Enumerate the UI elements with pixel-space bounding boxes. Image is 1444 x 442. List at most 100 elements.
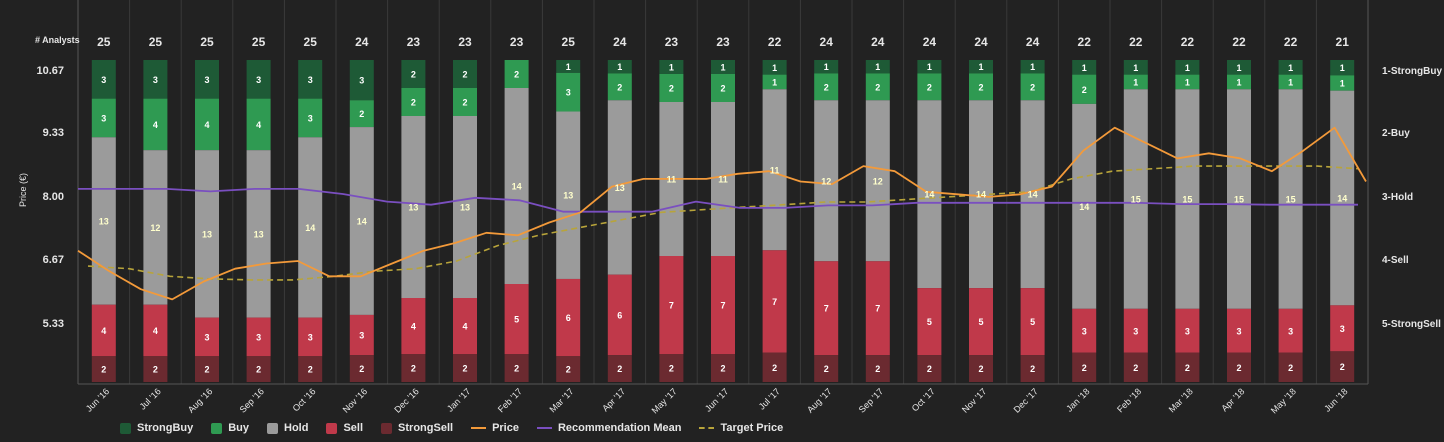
analyst-count: 24 [1026,35,1040,49]
bar-strongbuy [814,60,839,74]
analyst-count: 22 [1129,35,1143,49]
bar-value-label: 4 [256,120,261,130]
bar-sell [711,256,735,354]
bar-hold [246,150,271,318]
bar-value-label: 2 [875,82,880,92]
bar-buy [1020,73,1045,101]
bar-hold [298,137,323,318]
bar-strongbuy [556,60,581,73]
bar-buy [246,98,271,151]
bar-strongbuy [711,60,735,74]
bar-value-label: 2 [514,70,519,80]
bar-sell [143,304,168,357]
bar-value-label: 1 [772,77,777,87]
bar-value-label: 2 [1082,363,1087,373]
bar-value-label: 11 [770,165,780,175]
bar-value-label: 2 [1082,85,1087,95]
analyst-count: 25 [149,35,163,49]
bar-value-label: 13 [202,229,212,239]
bar-value-label: 2 [566,365,571,375]
bar-value-label: 4 [411,322,416,332]
legend-swatch [267,422,279,434]
bar-value-label: 3 [1133,326,1138,336]
analyst-count: 23 [716,35,730,49]
legend-item-strongbuy[interactable]: StrongBuy [120,422,193,434]
bar-buy [556,72,581,112]
analyst-count: 25 [97,35,111,49]
analyst-count: 22 [768,35,782,49]
legend-item-buy[interactable]: Buy [211,422,249,434]
x-tick-label: Jan '18 [1064,386,1091,413]
bar-value-label: 2 [669,84,674,94]
legend-item-sell[interactable]: Sell [326,422,363,434]
x-tick-label: Dec '16 [392,386,420,414]
bar-strongsell [1278,352,1303,382]
x-tick-label: Feb '17 [496,386,524,414]
bar-strongsell [195,356,219,382]
bar-value-label: 1 [1185,63,1190,73]
bar-value-label: 13 [99,217,109,227]
bar-value-label: 13 [408,203,418,213]
bar-value-label: 7 [875,304,880,314]
bar-strongbuy [865,60,890,74]
bar-value-label: 2 [1340,362,1345,372]
bar-hold [917,100,942,289]
left-tick-label: 9.33 [43,127,64,139]
x-tick-label: Jun '18 [1322,386,1349,413]
right-tick-label: 4-Sell [1382,255,1409,266]
bar-strongbuy [195,60,219,99]
bar-buy [401,88,426,116]
bar-strongsell [1020,355,1045,382]
bar-buy [814,73,839,101]
legend-label: Hold [284,422,309,434]
legend-item-strongsell[interactable]: StrongSell [381,422,453,434]
bar-value-label: 2 [411,98,416,108]
bar-buy [1330,75,1355,91]
x-tick-label: Sep '16 [238,386,266,414]
bar-value-label: 7 [772,297,777,307]
bar-value-label: 3 [256,75,261,85]
bar-buy [711,74,735,102]
analyst-count: 23 [665,35,679,49]
y-axis-label: Price (€) [18,173,28,207]
bar-strongsell [711,354,735,382]
legend-label: Buy [228,422,250,434]
bar-value-label: 2 [720,364,725,374]
analyst-count: 25 [252,35,266,49]
bar-value-label: 2 [256,365,261,375]
analyst-count: 22 [1232,35,1246,49]
legend-label: Price [492,422,519,434]
bar-strongsell [1072,352,1097,382]
bar-value-label: 13 [460,203,470,213]
bar-value-label: 6 [617,310,622,320]
bar-value-label: 5 [978,317,983,327]
bar-value-label: 3 [359,76,364,86]
bar-value-label: 14 [1337,194,1347,204]
bar-value-label: 14 [924,190,934,200]
bar-value-label: 2 [462,98,467,108]
legend-item-recommendation-mean[interactable]: Recommendation Mean [536,422,681,434]
bar-value-label: 13 [563,191,573,201]
bar-value-label: 3 [1340,324,1345,334]
bar-value-label: 3 [101,75,106,85]
bar-strongsell [865,355,890,382]
bar-value-label: 5 [927,317,932,327]
bar-buy [1278,74,1303,90]
bar-strongsell [298,356,323,382]
analyst-count: 22 [1078,35,1092,49]
bar-buy [1072,74,1097,104]
bar-value-label: 2 [308,365,313,375]
legend-swatch [381,422,393,434]
legend-item-price[interactable]: Price [471,422,519,434]
x-tick-label: Oct '16 [291,386,318,413]
bar-sell [1020,288,1045,356]
legend-item-target-price[interactable]: Target Price [699,422,783,434]
analyst-count: 25 [304,35,318,49]
legend-item-hold[interactable]: Hold [267,422,308,434]
bar-strongsell [1123,352,1148,382]
bar-strongsell [814,355,839,382]
bar-strongsell [762,352,787,382]
x-tick-label: Sep '17 [857,386,885,414]
x-tick-label: Apr '18 [1219,386,1246,413]
